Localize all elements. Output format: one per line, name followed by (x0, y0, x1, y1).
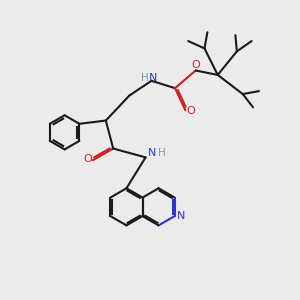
Text: O: O (187, 106, 196, 116)
Text: O: O (83, 154, 92, 164)
Text: H: H (141, 73, 149, 83)
Text: H: H (158, 148, 166, 158)
Text: N: N (149, 73, 157, 83)
Text: N: N (177, 211, 185, 221)
Text: O: O (191, 60, 200, 70)
Text: N: N (148, 148, 156, 158)
